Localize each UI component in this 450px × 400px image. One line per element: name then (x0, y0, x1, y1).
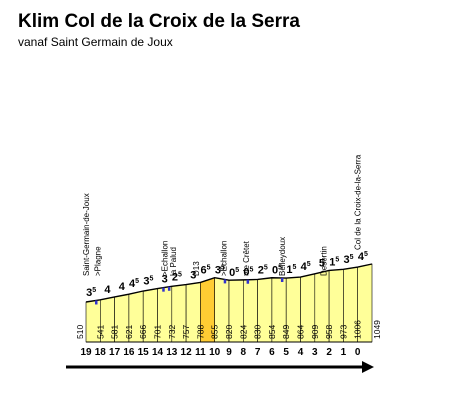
place-label: la Palud (169, 247, 178, 276)
gradient-label: 25 (172, 272, 182, 284)
place-label: Desertin (319, 246, 328, 276)
elevation-label: 854 (267, 325, 277, 339)
gradient-label: 5 (319, 257, 325, 269)
gradient-decimal: 5 (335, 256, 339, 263)
km-label: 10 (209, 347, 221, 358)
elevation-label: 757 (181, 325, 191, 339)
gradient-label: 4 (119, 281, 126, 293)
gradient-decimal: 5 (278, 265, 282, 272)
profile-outline (85, 263, 373, 303)
gradient-label: 35 (344, 254, 354, 266)
km-label: 9 (226, 347, 232, 358)
gradient-decimal: 5 (307, 261, 311, 268)
elevation-label: 1006 (353, 320, 363, 339)
elevation-label: 1049 (372, 320, 382, 339)
gradient-label: 45 (358, 251, 368, 263)
gradient-decimal: 5 (235, 267, 239, 274)
km-label: 7 (255, 347, 261, 358)
gradient-decimal: 5 (221, 265, 225, 272)
km-label: 14 (152, 347, 164, 358)
place-marker (280, 277, 284, 282)
gradient-decimal: 5 (207, 265, 211, 272)
km-label: 0 (355, 347, 361, 358)
km-label: 19 (80, 347, 92, 358)
km-label: 1 (341, 347, 347, 358)
direction-arrow-head (362, 361, 374, 373)
page-title: Klim Col de la Croix de la Serra (18, 11, 300, 32)
place-marker (167, 286, 171, 291)
km-label: 12 (181, 347, 193, 358)
gradient-decimal: 5 (364, 251, 368, 258)
km-label: 11 (195, 347, 206, 358)
gradient-decimal: 5 (92, 287, 96, 294)
km-label: 13 (166, 347, 178, 358)
km-label: 5 (283, 347, 289, 358)
elevation-label: 581 (110, 325, 120, 339)
place-label: Belleydoux (278, 237, 287, 276)
elevation-label: 788 (195, 325, 205, 339)
gradient-label: 05 (243, 266, 253, 278)
gradient-decimal: 5 (264, 265, 268, 272)
gradient-label: 35 (215, 265, 225, 277)
gradient-label: 45 (301, 261, 311, 273)
place-label: >le Crêtet (242, 240, 251, 276)
elevation-label: 830 (253, 325, 263, 339)
elevation-label: 621 (124, 325, 134, 339)
gradient-decimal: 5 (149, 276, 153, 283)
elevation-label: 909 (310, 325, 320, 339)
elevation-label: 510 (75, 325, 85, 339)
place-label: >Echallon (219, 241, 228, 276)
gradient-label: 3 (190, 269, 196, 281)
gradient-label: 05 (229, 267, 239, 279)
gradient-decimal: 5 (250, 266, 254, 273)
gradient-label: 25 (258, 265, 268, 277)
gradient-label: 4 (104, 284, 111, 296)
gradient-decimal: 5 (135, 278, 139, 285)
elevation-label: 666 (138, 325, 148, 339)
gradient-label: 45 (129, 278, 139, 290)
km-label: 3 (312, 347, 318, 358)
km-label: 16 (123, 347, 135, 358)
place-marker (246, 279, 250, 284)
km-label: 4 (298, 347, 304, 358)
gradient-label: 35 (143, 276, 153, 288)
page-subtitle: vanaf Saint Germain de Joux (18, 35, 173, 49)
elevation-label: 973 (338, 325, 348, 339)
place-marker (95, 300, 98, 305)
place-label: >Plagne (93, 246, 102, 276)
gradient-decimal: 5 (292, 264, 296, 271)
elevation-label: 849 (281, 325, 291, 339)
elevation-label: 864 (296, 325, 306, 339)
gradient-label: 15 (286, 264, 296, 276)
place-label: D13 (192, 261, 201, 276)
place-marker (162, 287, 165, 292)
elevation-label: 701 (153, 325, 163, 339)
km-label: 2 (326, 347, 332, 358)
km-label: 18 (95, 347, 107, 358)
gradient-label: 3 (162, 273, 168, 285)
elevation-label: 958 (324, 325, 334, 339)
place-label: >Echallon (161, 241, 170, 276)
km-label: 6 (269, 347, 275, 358)
gradient-decimal: 5 (350, 254, 354, 261)
gradient-label: 15 (329, 256, 339, 268)
gradient-decimal: 5 (178, 272, 182, 279)
place-marker (223, 279, 227, 284)
place-label: Saint-Germain-de-Joux (82, 193, 91, 276)
place-label: Col de la Croix-de-la-Serra (354, 154, 363, 250)
km-label: 15 (138, 347, 150, 358)
elevation-label: 820 (224, 325, 234, 339)
elevation-label: 732 (167, 325, 177, 339)
gradient-label: 65 (201, 265, 211, 277)
km-label: 17 (109, 347, 121, 358)
km-label: 8 (241, 347, 247, 358)
gradient-label: 35 (86, 287, 96, 299)
gradient-label: 05 (272, 265, 282, 277)
elevation-label: 541 (95, 325, 105, 339)
elevation-label: 855 (210, 325, 220, 339)
elevation-label: 824 (238, 325, 248, 339)
